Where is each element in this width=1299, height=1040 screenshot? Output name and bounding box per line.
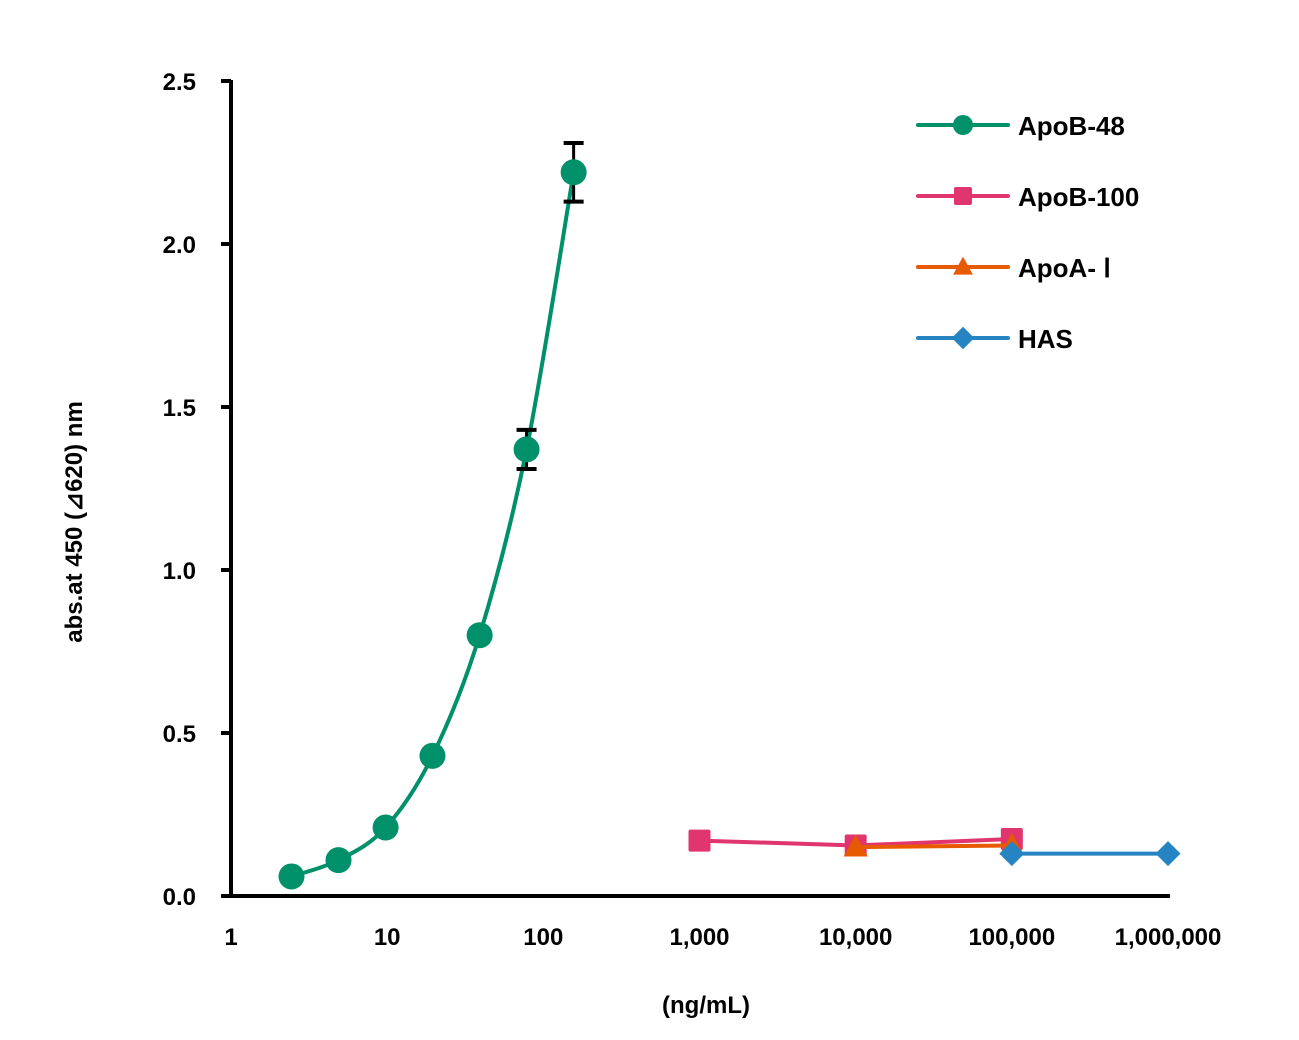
square-marker-icon [688,829,711,852]
legend-label: HAS [1018,324,1073,354]
legend-item: HAS [916,324,1073,354]
y-tick-label: 1.0 [163,558,196,585]
series-line [855,843,1012,850]
legend-item: ApoB-100 [916,182,1139,212]
square-marker-icon [954,187,972,205]
legend-item: ApoA- Ⅰ [916,253,1111,283]
diamond-marker-icon [951,326,975,350]
circle-marker-icon [560,159,587,186]
series-line [290,171,576,879]
diamond-marker-icon [1155,841,1181,867]
x-axis-title: (ng/mL) [662,992,750,1019]
y-axis-title: abs.at 450 (⊿620) nm [61,401,88,643]
series-apob-48 [278,140,587,890]
circle-marker-icon [419,742,446,769]
y-tick-label: 0.0 [163,884,196,911]
plot-series [278,140,1181,890]
x-tick-label: 1,000 [669,924,729,951]
legend-label: ApoB-100 [1018,182,1139,212]
x-tick-label: 100,000 [968,924,1055,951]
circle-marker-icon [466,622,493,649]
y-tick-label: 2.0 [163,232,196,259]
legend-item: ApoB-48 [916,111,1125,141]
legend-label: ApoA- Ⅰ [1018,253,1111,283]
diamond-marker-icon [999,841,1025,867]
legend: ApoB-48 ApoB-100 ApoA- Ⅰ HAS [916,111,1139,354]
x-tick-label: 10,000 [819,924,892,951]
circle-marker-icon [513,436,540,463]
y-tick-label: 0.5 [163,721,196,748]
circle-marker-icon [278,863,305,890]
triangle-marker-icon [843,834,868,857]
circle-marker-icon [325,847,352,874]
axes [221,80,1170,898]
x-tick-label: 10 [374,924,401,951]
y-tick-label: 2.5 [163,69,196,96]
circle-marker-icon [372,814,399,841]
circle-marker-icon [953,115,973,135]
legend-label: ApoB-48 [1018,111,1125,141]
triangle-marker-icon [953,256,973,275]
x-tick-label: 1,000,000 [1115,924,1222,951]
x-tick-label: 100 [523,924,563,951]
y-axis-ticks: 0.0 0.5 1.0 1.5 2.0 2.5 [163,69,231,911]
series-has [999,841,1181,867]
x-axis-ticks: 1 10 100 1,000 10,000 100,000 1,000,000 [224,924,1221,951]
x-tick-label: 1 [224,924,237,951]
y-tick-label: 1.5 [163,395,196,422]
